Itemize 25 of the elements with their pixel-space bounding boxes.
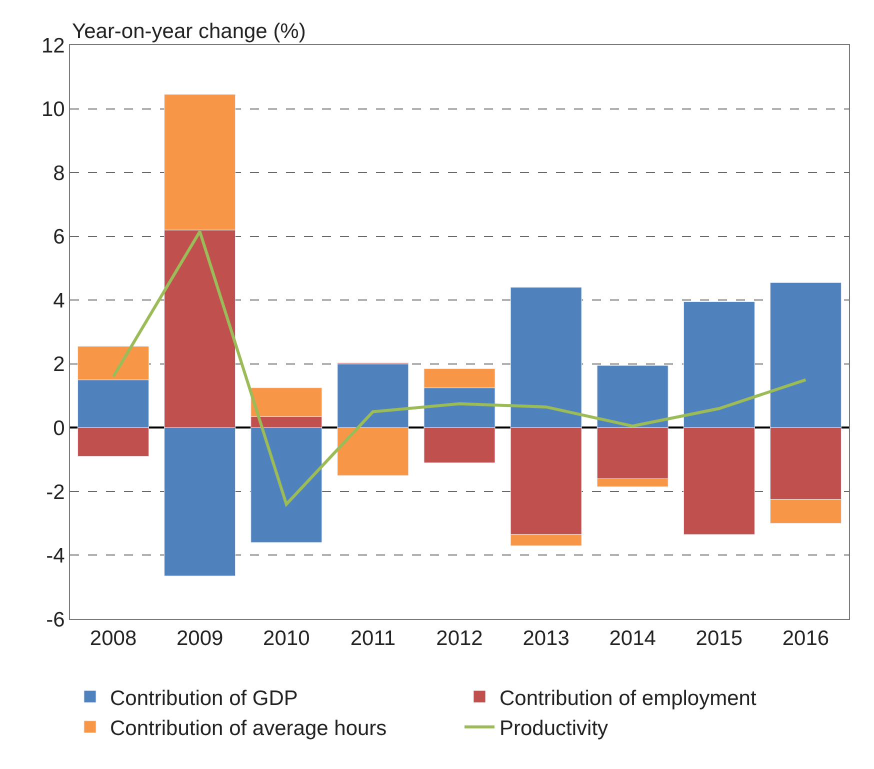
y-tick-label: -6 [46,608,65,632]
y-tick-label: 8 [53,162,65,185]
legend-label: Contribution of employment [500,686,756,710]
legend-label: Contribution of average hours [110,717,387,740]
y-tick-label: 12 [41,34,65,58]
y-tick-label: 2 [53,353,65,376]
x-tick-label: 2010 [263,627,310,650]
x-tick-label: 2014 [609,627,656,650]
y-axis-title: Year-on-year change (%) [72,20,306,43]
line-series [112,230,808,506]
y-tick-label: 6 [53,226,65,249]
x-tick-label: 2009 [176,627,224,650]
y-tick-label: 0 [53,417,65,440]
x-tick-label: 2015 [696,627,743,650]
y-tick-label: 4 [53,289,66,312]
x-tick-label: 2008 [90,627,137,650]
legend-label: Productivity [500,717,609,740]
y-tick-label: -4 [46,544,66,568]
x-tick-label: 2011 [350,627,396,650]
x-tick-label: 2012 [436,627,483,650]
legend-label: Contribution of GDP [110,686,298,710]
x-tick-label: 2016 [782,627,830,650]
x-tick-label: 2013 [522,627,570,650]
y-tick-label: -2 [46,480,65,504]
y-tick-label: 10 [41,98,65,122]
